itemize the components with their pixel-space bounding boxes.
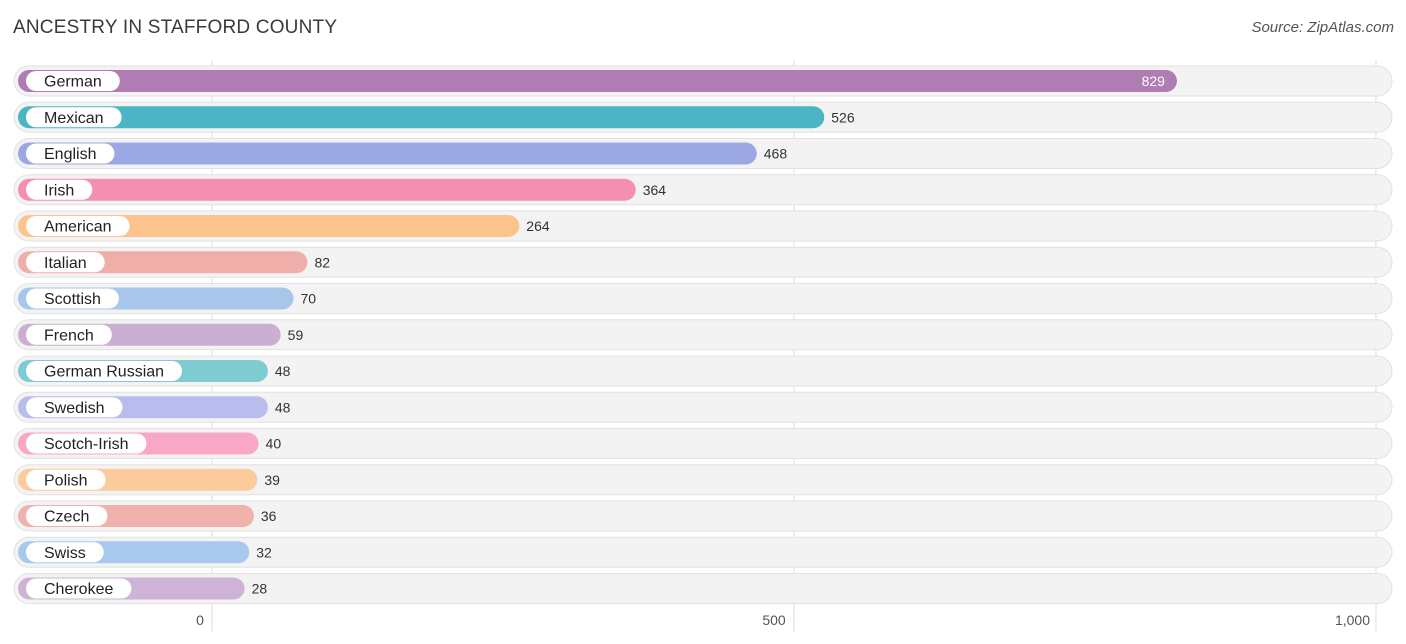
bar	[18, 142, 757, 165]
value-label: 264	[526, 218, 550, 234]
bar	[18, 178, 636, 201]
category-pill	[26, 433, 147, 454]
bar-row: Swiss 32	[13, 536, 1393, 568]
bar-track	[13, 464, 1393, 496]
bar-row: Italian 82	[13, 246, 1393, 278]
category-label: Polish	[44, 472, 88, 489]
bar-track	[13, 319, 1393, 351]
category-label: Scottish	[44, 291, 101, 308]
category-label: Irish	[44, 182, 74, 199]
bar-row: Mexican 526	[13, 101, 1393, 133]
category-label: Swedish	[44, 400, 104, 417]
value-label: 70	[300, 291, 316, 307]
value-label: 364	[643, 182, 667, 198]
bar-row: Czech 36	[13, 500, 1393, 532]
bar-track	[13, 500, 1393, 532]
value-label: 59	[288, 327, 304, 343]
category-pill	[26, 361, 183, 381]
value-label: 32	[256, 544, 272, 560]
bar-row: Polish 39	[13, 464, 1393, 496]
category-pill	[26, 469, 106, 490]
category-label: English	[44, 146, 96, 163]
bar-row: English 468	[13, 138, 1393, 169]
value-label: 829	[1142, 73, 1166, 89]
bar	[18, 215, 520, 237]
bar-row: German 829	[13, 65, 1393, 97]
category-label: Cherokee	[44, 581, 113, 598]
value-label: 48	[275, 363, 291, 379]
category-label: Italian	[44, 255, 87, 272]
bar-row: American 264	[13, 210, 1393, 242]
source-credit: Source: ZipAtlas.com	[1251, 19, 1394, 36]
bars-layer: German 829 Mexican 526 English 468 Irish 364 Ame…	[13, 65, 1393, 604]
category-pill	[26, 107, 122, 128]
category-pill	[26, 324, 112, 345]
category-pill	[26, 71, 120, 91]
value-label: 40	[266, 436, 282, 452]
bar	[18, 106, 825, 129]
bar	[18, 70, 1177, 92]
category-label: American	[44, 219, 112, 236]
value-label: 36	[261, 508, 277, 524]
category-label: German Russian	[44, 364, 164, 381]
bar-row: French 59	[13, 319, 1393, 351]
category-label: Czech	[44, 509, 89, 526]
category-pill	[26, 578, 132, 599]
bar-row: Irish 364	[13, 174, 1393, 206]
axis-ticks: 0 500 1,000	[196, 612, 1370, 628]
category-pill	[26, 179, 93, 200]
category-label: German	[44, 74, 102, 91]
bar-track	[13, 355, 1393, 387]
bar-row: Cherokee 28	[13, 573, 1393, 604]
value-label: 468	[764, 146, 788, 162]
tick-label: 0	[196, 612, 204, 628]
value-label: 39	[264, 472, 280, 488]
category-pill	[26, 288, 119, 309]
chart-title: ANCESTRY IN STAFFORD COUNTY	[13, 17, 338, 38]
value-label: 28	[252, 581, 268, 597]
bar-track	[13, 573, 1393, 604]
bar-row: German Russian 48	[13, 355, 1393, 387]
category-pill	[26, 506, 108, 526]
category-label: Swiss	[44, 545, 86, 562]
category-pill	[26, 143, 115, 164]
category-label: French	[44, 327, 94, 344]
bar-row: Scottish 70	[13, 283, 1393, 314]
value-label: 526	[831, 109, 855, 125]
category-pill	[26, 397, 123, 418]
tick-label: 1,000	[1335, 612, 1370, 628]
tick-label: 500	[762, 612, 786, 628]
category-label: Scotch-Irish	[44, 436, 128, 453]
bar-track	[13, 283, 1393, 314]
category-label: Mexican	[44, 110, 104, 127]
value-label: 82	[314, 254, 330, 270]
bar-row: Scotch-Irish 40	[13, 428, 1393, 459]
bar-row: Swedish 48	[13, 391, 1393, 423]
bar-track	[13, 391, 1393, 423]
category-pill	[26, 252, 105, 273]
bar-track	[13, 536, 1393, 568]
bar-track	[13, 246, 1393, 278]
category-pill	[26, 542, 104, 563]
category-pill	[26, 216, 130, 236]
bar-track	[13, 428, 1393, 459]
value-label: 48	[275, 399, 291, 415]
